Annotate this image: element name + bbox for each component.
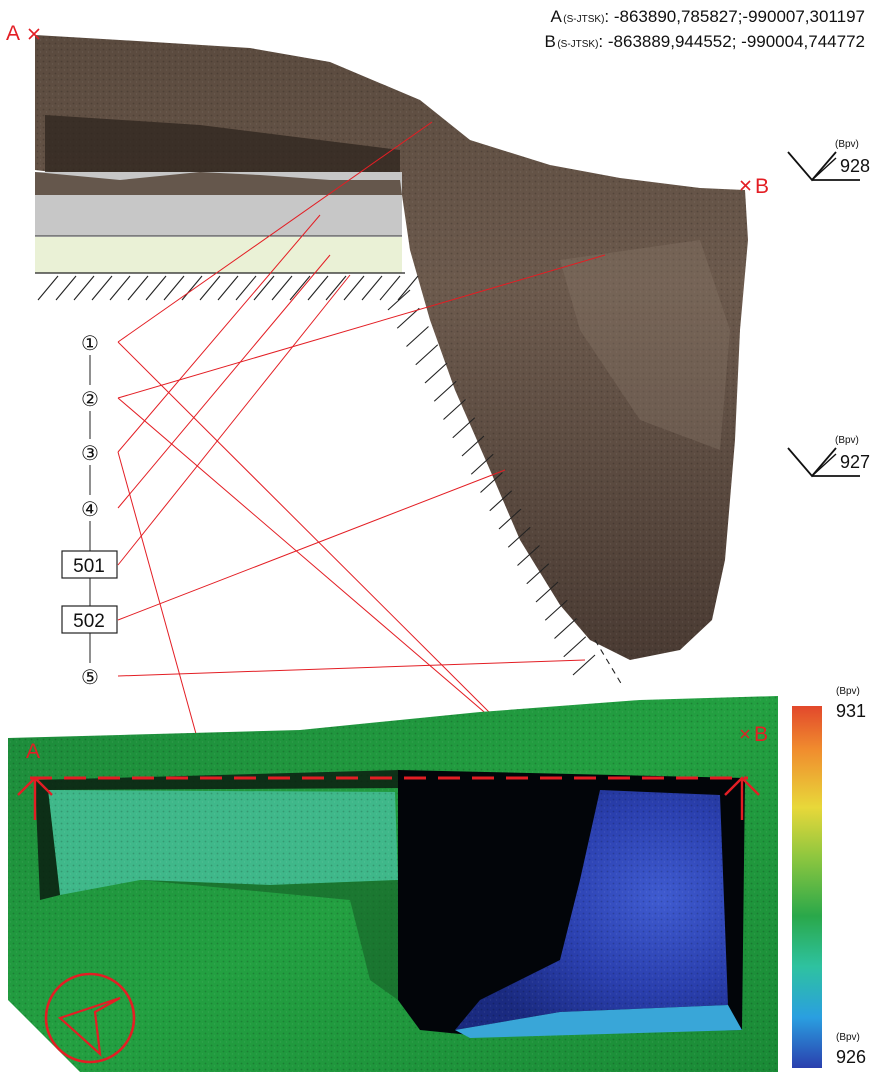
soil-profile: [35, 35, 748, 660]
hatch-stroke: [498, 508, 522, 530]
hatch-stroke: [397, 275, 419, 301]
layer-key: ① ② ③ ④ 501 502 ⑤: [61, 329, 118, 689]
hatch-stroke: [199, 275, 221, 301]
hatch-stroke: [343, 275, 365, 301]
ground-hatching: [37, 275, 623, 686]
hatch-stroke: [452, 417, 476, 439]
hatch-stroke: [563, 636, 587, 658]
plan-point-a: A: [26, 740, 40, 763]
color-scale: (Bpv) 931 (Bpv) 926: [792, 686, 866, 1068]
hatch-stroke: [361, 275, 383, 301]
hatch-stroke: [554, 618, 577, 639]
hatch-stroke: [271, 275, 293, 301]
coord-a: A (S-JTSK): -863890,785827;-990007,30119…: [550, 7, 865, 26]
level-marker-927: (Bpv) 927: [787, 435, 870, 478]
hatch-stroke: [127, 275, 149, 301]
layer-1: ①: [81, 331, 99, 355]
hatch-stroke: [235, 275, 257, 301]
layer-2: ②: [81, 387, 99, 411]
plan-point-b: B: [754, 723, 768, 746]
hatch-stroke: [145, 275, 167, 301]
hatch-stroke: [379, 275, 401, 301]
hatch-stroke: [91, 275, 113, 301]
svg-text:928: 928: [840, 156, 870, 176]
hatch-stroke: [73, 275, 95, 301]
hatch-stroke: [307, 275, 329, 301]
hatch-stroke: [181, 275, 203, 301]
light-green-layer: [35, 237, 402, 273]
svg-text:(Bpv): (Bpv): [835, 139, 859, 150]
layer-502: 502: [73, 611, 105, 632]
layer-501: 501: [73, 556, 105, 577]
layer-5: ⑤: [81, 665, 99, 689]
color-scale-bar: [792, 706, 822, 1068]
hatch-stroke: [325, 275, 347, 301]
hatch-stroke: [544, 599, 568, 621]
svg-text:A: A: [6, 22, 20, 45]
svg-text:(Bpv): (Bpv): [835, 435, 859, 446]
elevation-plan: A B: [8, 696, 778, 1072]
svg-text:B: B: [755, 175, 769, 198]
layer-3: ③: [81, 441, 99, 465]
hatch-stroke: [517, 545, 540, 566]
level-marker-928: (Bpv) 928: [787, 139, 870, 182]
svg-text:926: 926: [836, 1047, 866, 1067]
svg-text:931: 931: [836, 701, 866, 721]
hatch-stroke: [443, 399, 466, 420]
svg-text:(Bpv): (Bpv): [836, 686, 860, 697]
hatch-stroke: [387, 289, 411, 311]
svg-text:(Bpv): (Bpv): [836, 1032, 860, 1043]
north-arrow-icon: [44, 972, 136, 1064]
layer-4: ④: [81, 497, 99, 521]
hatch-stroke: [507, 526, 531, 548]
hatch-stroke: [489, 490, 513, 512]
hatch-stroke: [396, 307, 420, 329]
hatch-stroke: [217, 275, 239, 301]
section-point-a: A: [6, 22, 40, 45]
svg-text:927: 927: [840, 452, 870, 472]
hatch-stroke: [461, 435, 485, 457]
hatch-stroke: [594, 639, 623, 686]
hatch-stroke: [55, 275, 77, 301]
hatch-stroke: [37, 275, 59, 301]
hatch-stroke: [480, 472, 503, 493]
point-coordinates: A (S-JTSK): -863890,785827;-990007,30119…: [545, 6, 865, 56]
hatch-stroke: [526, 563, 550, 585]
hatch-stroke: [433, 380, 457, 402]
section-point-b: B: [740, 175, 769, 198]
hatch-stroke: [109, 275, 131, 301]
hatch-stroke: [289, 275, 311, 301]
hatch-stroke: [253, 275, 275, 301]
hatch-stroke: [535, 581, 559, 603]
hatch-stroke: [406, 326, 429, 347]
hatch-stroke: [470, 453, 494, 475]
hatch-stroke: [572, 654, 596, 676]
hatch-stroke: [415, 344, 439, 366]
hatch-stroke: [424, 362, 448, 384]
hatch-stroke: [163, 275, 185, 301]
coord-b: B (S-JTSK): -863889,944552; -990004,7447…: [544, 32, 865, 51]
